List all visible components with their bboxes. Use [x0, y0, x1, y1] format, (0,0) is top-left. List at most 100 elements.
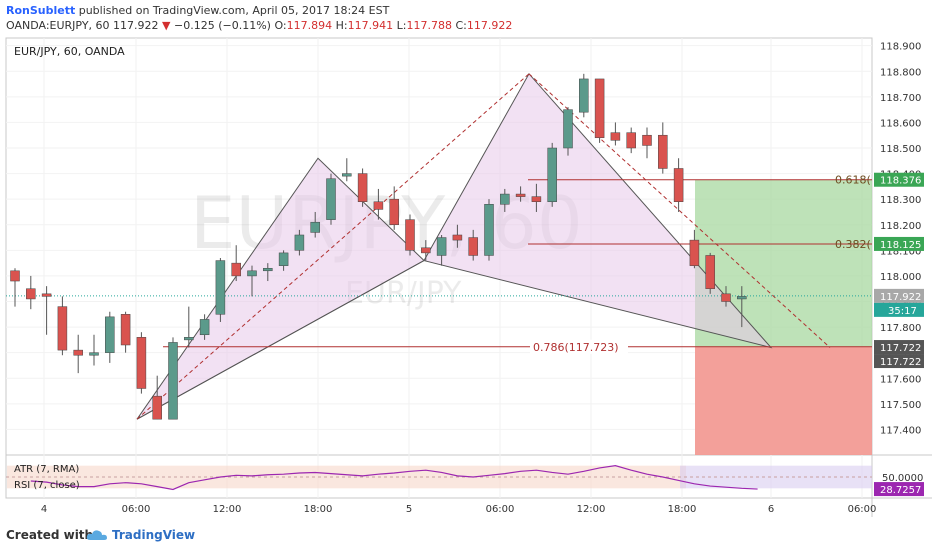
- candle-body: [263, 267, 273, 272]
- countdown-bg: [874, 302, 924, 317]
- tag-618: 118.376: [880, 176, 921, 187]
- created-with-label: Created with: [6, 528, 94, 542]
- tag-current-bg: [874, 288, 924, 303]
- close-value: 117.922: [466, 19, 513, 32]
- x-tick-label: 12:00: [577, 504, 606, 515]
- candle-body: [705, 255, 715, 289]
- pattern-cd-dashed: [528, 73, 831, 348]
- candle-body: [152, 395, 162, 420]
- open-label: O:: [274, 19, 287, 32]
- candle-body: [563, 109, 573, 149]
- candle-body: [26, 288, 36, 300]
- candle-body: [294, 234, 305, 251]
- close-label: C:: [455, 19, 467, 32]
- x-tick-label: 06:00: [122, 504, 151, 515]
- candle-body: [310, 221, 320, 233]
- tag-618-bg: [874, 172, 924, 187]
- y-tick-label: 118.300: [880, 195, 921, 206]
- stop-zone: [695, 347, 872, 455]
- tag-current: 117.922: [880, 292, 921, 303]
- rsi-value: 28.7257: [880, 485, 921, 496]
- y-tick-label: 118.500: [880, 144, 921, 155]
- x-tick-label: 4: [41, 504, 47, 515]
- chart-title: EUR/JPY, 60, OANDA: [14, 45, 125, 58]
- tag-entry-1: 117.722: [880, 343, 921, 354]
- high-value: 117.941: [347, 19, 394, 32]
- low-value: 117.788: [406, 19, 452, 32]
- pattern-xb-line: [136, 260, 425, 420]
- fib-label-382: 0.382(: [835, 238, 871, 251]
- author-link[interactable]: RonSublett: [6, 4, 76, 17]
- publish-line: RonSublett published on TradingView.com,…: [6, 4, 389, 17]
- candle-body: [547, 147, 557, 202]
- rsi-band: [7, 465, 686, 489]
- candle-body: [326, 178, 336, 220]
- candle-body: [594, 78, 605, 139]
- pattern-triangle-bcd: [423, 72, 773, 349]
- candle-body: [389, 198, 399, 226]
- tradingview-brand[interactable]: TradingView: [112, 528, 196, 542]
- candle-body: [231, 262, 241, 277]
- price-change: −0.125 (−0.11%): [174, 19, 271, 32]
- candle-body: [105, 316, 115, 353]
- low-label: L:: [396, 19, 407, 32]
- y-tick-label: 118.100: [880, 246, 921, 257]
- x-tick-label: 06:00: [486, 504, 515, 515]
- last-price: 117.922: [113, 19, 159, 32]
- rsi-value-bg: [874, 482, 924, 497]
- candle-body: [89, 352, 99, 356]
- rsi-label: RSI (7, close): [14, 480, 80, 491]
- candle-body: [579, 78, 589, 113]
- y-tick-label: 117.400: [880, 425, 921, 436]
- countdown: 35:17: [888, 306, 917, 317]
- candle-body: [500, 193, 510, 205]
- candle-body: [689, 239, 700, 266]
- candle-body: [626, 132, 636, 149]
- candle-body: [658, 134, 668, 169]
- footer: Created with TradingView: [0, 520, 932, 550]
- candle-body: [468, 237, 478, 256]
- candle-body: [342, 173, 352, 177]
- ohlc-line: OANDA:EURJPY, 60 117.922 ▼ −0.125 (−0.11…: [6, 19, 512, 32]
- tag-382: 118.125: [880, 240, 921, 251]
- high-label: H:: [335, 19, 348, 32]
- candle-body: [452, 234, 463, 241]
- candle-body: [357, 173, 368, 202]
- rsi-level-label: 50.0000: [882, 473, 923, 484]
- candle-body: [247, 270, 257, 277]
- symbol-label: OANDA:EURJPY, 60: [6, 19, 110, 32]
- tradingview-cloud-icon: [86, 530, 107, 540]
- candle-body: [215, 260, 226, 315]
- candle-body: [168, 342, 178, 420]
- pattern-xc-dashed: [136, 73, 530, 420]
- tag-entry-1-bg: [874, 340, 924, 355]
- x-tick-label: 18:00: [304, 504, 333, 515]
- candle-body: [721, 293, 731, 302]
- x-tick-label: 5: [406, 504, 412, 515]
- x-tick-label: 6: [768, 504, 774, 515]
- x-tick-label: 12:00: [213, 504, 242, 515]
- y-tick-label: 118.000: [880, 272, 921, 283]
- candle-body: [436, 237, 447, 256]
- candle-body: [737, 296, 747, 300]
- y-tick-label: 118.200: [880, 221, 921, 232]
- candle-body: [515, 193, 526, 197]
- candle-body: [120, 314, 131, 346]
- fib-label-786-bg: [530, 339, 628, 354]
- publish-info: published on TradingView.com, April 05, …: [75, 4, 390, 17]
- y-tick-label: 118.800: [880, 67, 921, 78]
- candle-body: [184, 337, 194, 341]
- y-tick-label: 117.800: [880, 323, 921, 334]
- candle-body: [642, 134, 652, 146]
- tag-entry-2-bg: [874, 354, 924, 369]
- candle-body: [531, 196, 542, 202]
- candle-body: [610, 132, 621, 141]
- rsi-line: [30, 465, 758, 491]
- down-arrow-icon: ▼: [162, 19, 171, 32]
- y-tick-label: 118.700: [880, 93, 921, 104]
- candle-body: [373, 201, 384, 210]
- candle-body: [421, 247, 431, 254]
- candle-body: [57, 306, 68, 351]
- price-chart[interactable]: EURJPY, 60EUR/JPY0.618(0.382(0.786(117.7…: [0, 0, 932, 520]
- open-value: 117.894: [286, 19, 333, 32]
